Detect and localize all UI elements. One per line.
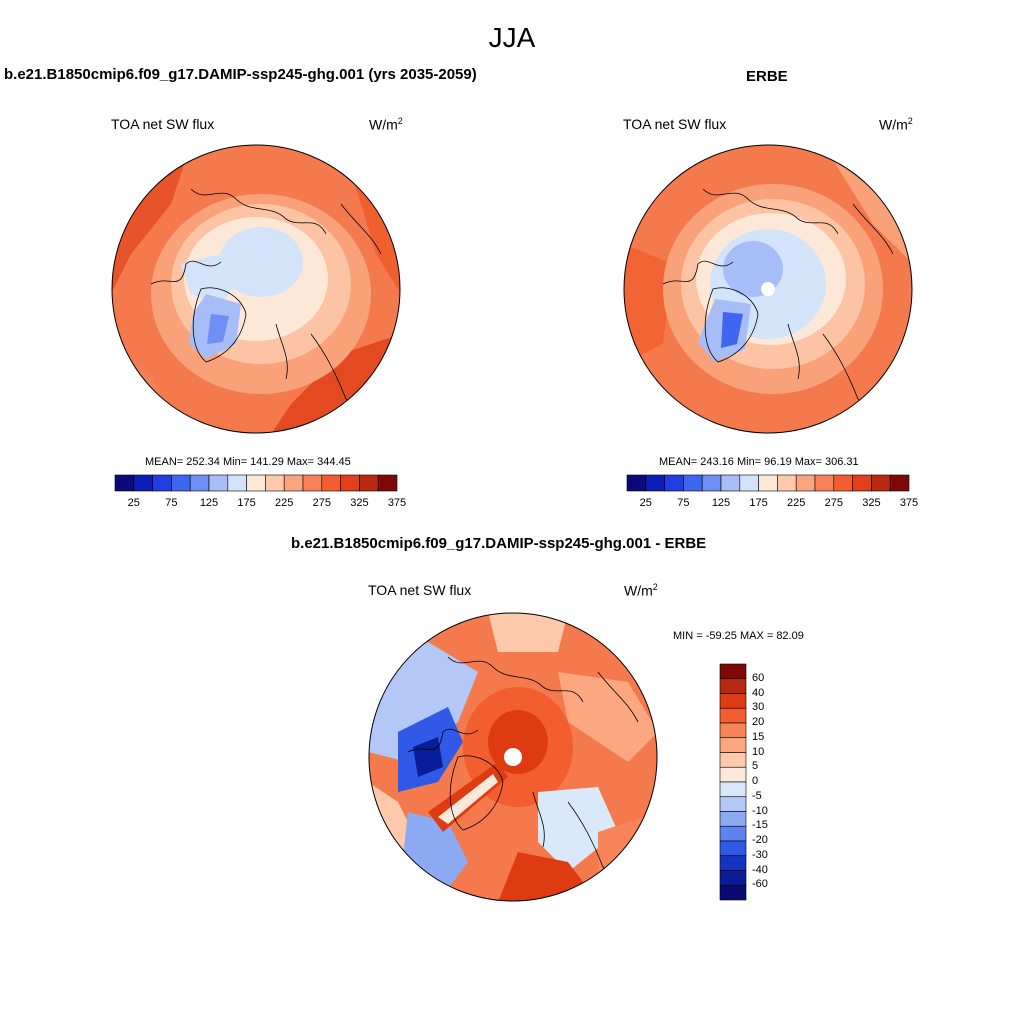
colorbar-tick-label: 225 <box>275 497 294 509</box>
page-title: JJA <box>488 22 536 53</box>
obs-colorbar <box>626 474 910 492</box>
colorbar-swatch <box>795 474 816 492</box>
colorbar-swatch <box>283 474 304 492</box>
diff-colorbar <box>719 663 747 901</box>
obs-polar-map <box>623 144 913 434</box>
diff-stats: MIN = -59.25 MAX = 82.09 <box>673 630 804 642</box>
colorbar-swatch <box>664 474 684 492</box>
diff-case-title: b.e21.B1850cmip6.f09_g17.DAMIP-ssp245-gh… <box>291 535 707 552</box>
colorbar-tick-label: -40 <box>752 863 768 876</box>
colorbar-tick-label: 275 <box>824 497 843 509</box>
colorbar-tick-label: 75 <box>677 497 690 509</box>
colorbar-swatch <box>340 474 360 492</box>
colorbar-tick-label: -30 <box>752 848 768 861</box>
colorbar-tick-label: -20 <box>752 834 768 846</box>
colorbar-tick-label: 30 <box>752 701 765 714</box>
colorbar-swatch <box>227 474 247 492</box>
colorbar-tick-label: -60 <box>752 878 768 891</box>
colorbar-tick-label: 325 <box>862 497 881 509</box>
colorbar-swatch <box>719 781 747 798</box>
colorbar-swatch <box>265 474 285 492</box>
colorbar-tick-label: 375 <box>387 497 407 509</box>
colorbar-tick-label: 175 <box>749 497 768 509</box>
colorbar-swatch <box>683 474 703 492</box>
colorbar-swatch <box>302 474 323 492</box>
colorbar-tick-label: -5 <box>752 789 762 802</box>
colorbar-tick-label: 325 <box>350 497 369 509</box>
model-case-title: b.e21.B1850cmip6.f09_g17.DAMIP-ssp245-gh… <box>4 66 477 83</box>
colorbar-swatch <box>739 474 759 492</box>
colorbar-swatch <box>719 796 747 812</box>
colorbar-tick-label: 5 <box>752 760 759 773</box>
colorbar-tick-label: 175 <box>237 497 256 509</box>
colorbar-swatch <box>719 737 747 753</box>
colorbar-tick-label: 60 <box>752 671 765 684</box>
colorbar-swatch <box>171 474 191 492</box>
colorbar-tick-label: 125 <box>199 497 219 509</box>
colorbar-swatch <box>114 474 135 492</box>
colorbar-swatch <box>719 678 747 694</box>
colorbar-tick-label: 75 <box>165 497 178 509</box>
colorbar-tick-label: 275 <box>312 497 331 509</box>
colorbar-tick-label: 225 <box>787 497 806 509</box>
colorbar-swatch <box>719 722 747 739</box>
colorbar-swatch <box>719 884 747 901</box>
colorbar-swatch <box>189 474 210 492</box>
model-polar-map <box>111 144 401 434</box>
colorbar-swatch <box>719 707 747 724</box>
diff-units-label: W/m2 <box>624 582 658 599</box>
colorbar-swatch <box>701 474 722 492</box>
colorbar-swatch <box>133 474 153 492</box>
colorbar-swatch <box>833 474 853 492</box>
diff-variable-label: TOA net SW flux <box>368 582 472 598</box>
colorbar-swatch <box>871 474 891 492</box>
model-stats: MEAN= 252.34 Min= 141.29 Max= 344.45 <box>145 456 351 468</box>
colorbar-swatch <box>719 663 747 680</box>
colorbar-tick-label: -15 <box>752 819 768 832</box>
colorbar-tick-label: 10 <box>752 745 765 758</box>
obs-stats: MEAN= 243.16 Min= 96.19 Max= 306.31 <box>659 456 859 468</box>
colorbar-tick-label: 25 <box>127 497 140 509</box>
obs-case-title: ERBE <box>746 68 788 85</box>
colorbar-swatch <box>719 693 747 709</box>
colorbar-swatch <box>246 474 266 492</box>
model-variable-label: TOA net SW flux <box>111 116 215 132</box>
colorbar-swatch <box>359 474 379 492</box>
colorbar-swatch <box>719 811 747 827</box>
colorbar-swatch <box>152 474 172 492</box>
colorbar-swatch <box>719 752 747 768</box>
colorbar-tick-label: 20 <box>752 716 765 728</box>
model-colorbar <box>114 474 398 492</box>
colorbar-tick-label: 375 <box>899 497 919 509</box>
colorbar-tick-label: 15 <box>752 730 765 743</box>
colorbar-swatch <box>377 474 398 492</box>
colorbar-tick-label: 125 <box>711 497 731 509</box>
colorbar-swatch <box>626 474 647 492</box>
colorbar-swatch <box>758 474 778 492</box>
colorbar-swatch <box>889 474 910 492</box>
colorbar-swatch <box>852 474 872 492</box>
diff-polar-map <box>368 612 658 902</box>
colorbar-swatch <box>719 766 747 783</box>
colorbar-swatch <box>720 474 741 492</box>
model-units-label: W/m2 <box>369 116 403 133</box>
obs-units-label: W/m2 <box>879 116 913 133</box>
colorbar-swatch <box>814 474 835 492</box>
colorbar-swatch <box>777 474 797 492</box>
colorbar-tick-label: 0 <box>752 775 759 787</box>
obs-variable-label: TOA net SW flux <box>623 116 727 132</box>
colorbar-swatch <box>719 855 747 871</box>
colorbar-swatch <box>719 870 747 886</box>
colorbar-tick-label: -10 <box>752 804 768 817</box>
colorbar-swatch <box>208 474 229 492</box>
colorbar-swatch <box>719 840 747 857</box>
colorbar-swatch <box>645 474 665 492</box>
colorbar-swatch <box>321 474 341 492</box>
colorbar-swatch <box>719 825 747 842</box>
colorbar-tick-label: 25 <box>639 497 652 509</box>
colorbar-tick-label: 40 <box>752 686 765 699</box>
